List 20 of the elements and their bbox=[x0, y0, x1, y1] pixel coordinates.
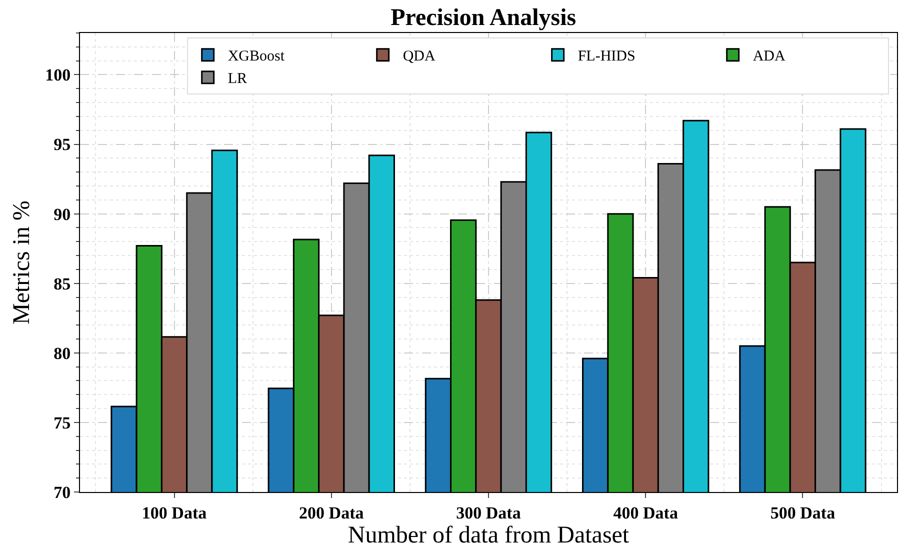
legend-label: QDA bbox=[402, 48, 436, 65]
x-axis-title: Number of data from Dataset bbox=[348, 522, 630, 549]
y-tick-label: 70 bbox=[54, 482, 71, 502]
x-tick-label: 400 Data bbox=[613, 503, 678, 522]
y-tick-label: 95 bbox=[54, 135, 71, 154]
chart-title: Precision Analysis bbox=[390, 5, 576, 32]
y-tick-label: 90 bbox=[54, 204, 71, 224]
x-tick-label: 300 Data bbox=[456, 503, 522, 522]
legend-label: ADA bbox=[752, 48, 786, 65]
x-tick-label: 100 Data bbox=[142, 503, 208, 522]
x-tick-label: 200 Data bbox=[299, 503, 364, 522]
legend-label: FL-HIDS bbox=[578, 48, 636, 65]
y-tick-label: 75 bbox=[54, 413, 71, 432]
y-axis-title: Metrics in % bbox=[9, 200, 36, 324]
legend-label: LR bbox=[228, 71, 247, 88]
y-tick-label: 85 bbox=[54, 274, 71, 294]
x-tick-label: 500 Data bbox=[770, 503, 836, 522]
y-tick-label: 100 bbox=[45, 66, 71, 85]
legend-label: XGBoost bbox=[228, 48, 286, 65]
y-tick-label: 80 bbox=[54, 344, 71, 363]
